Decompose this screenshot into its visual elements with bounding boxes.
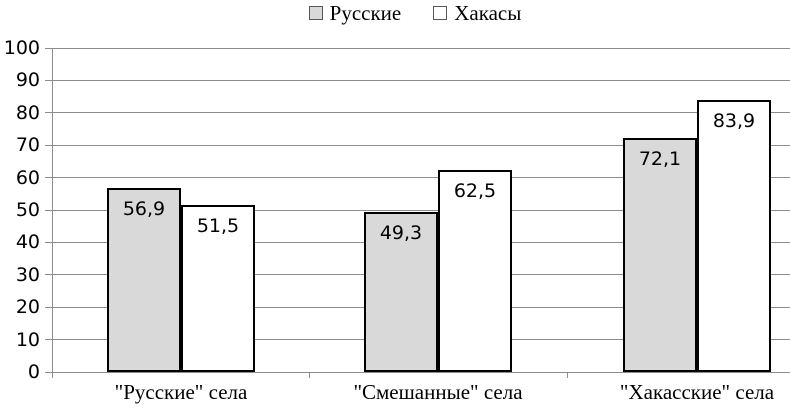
bar-value-label: 83,9	[712, 110, 756, 133]
y-axis-tick	[45, 144, 52, 146]
x-axis-category-label: "Русские" села	[114, 380, 248, 404]
y-axis-tick	[45, 177, 52, 179]
legend-label-khakasy: Хакасы	[454, 1, 522, 25]
y-axis-tick-label: 100	[3, 37, 40, 59]
x-axis-line	[45, 371, 790, 373]
y-axis-tick	[45, 241, 52, 243]
y-axis-tick-label: 80	[15, 101, 40, 124]
y-axis-tick	[45, 112, 52, 114]
legend-swatch-gray	[308, 6, 323, 20]
legend-item-khakasy: Хакасы	[433, 2, 521, 24]
bar-value-label: 51,5	[196, 215, 240, 238]
legend-item-russkie: Русские	[308, 1, 402, 25]
y-axis-tick-label: 60	[15, 166, 40, 189]
bar-value-label: 62,5	[453, 179, 497, 202]
y-axis-tick-label: 0	[27, 361, 40, 383]
x-axis-tick	[309, 372, 310, 378]
x-axis-category-label: "Смешанные" села	[353, 380, 523, 404]
y-axis-tick-label: 10	[15, 328, 40, 351]
x-axis-category-label: "Хакасские" села	[619, 380, 775, 404]
y-axis-tick-label: 30	[15, 263, 40, 286]
y-axis-tick	[45, 339, 52, 341]
bar-series1-cat0	[181, 205, 255, 372]
bar-value-label: 72,1	[638, 148, 682, 171]
y-axis-tick-label: 90	[15, 69, 40, 92]
legend-label-russkie: Русские	[329, 1, 402, 25]
gridline	[52, 209, 790, 211]
y-axis-tick-label: 50	[15, 199, 40, 221]
bar-series1-cat2	[697, 100, 771, 372]
y-axis-tick-label: 40	[15, 231, 40, 254]
y-axis-line	[51, 48, 53, 378]
y-axis-tick	[45, 274, 52, 276]
x-axis-tick	[567, 372, 568, 378]
y-axis-tick	[45, 209, 52, 211]
y-axis-tick	[45, 306, 52, 308]
gridline	[52, 112, 790, 114]
chart-legend: Русские Хакасы	[0, 2, 790, 24]
gridline	[52, 177, 790, 179]
y-axis-tick	[45, 79, 52, 81]
bar-value-label: 56,9	[122, 197, 166, 220]
gridline	[52, 47, 790, 49]
legend-swatch-white	[433, 6, 448, 20]
gridline	[52, 144, 790, 146]
gridline	[52, 79, 790, 81]
bar-value-label: 49,3	[379, 222, 423, 245]
y-axis-tick-label: 70	[15, 134, 40, 157]
bar-series0-cat1	[364, 212, 438, 372]
y-axis-tick	[45, 47, 52, 49]
bar-series0-cat0	[107, 187, 181, 372]
y-axis-tick-label: 20	[15, 296, 40, 319]
bar-series1-cat1	[438, 169, 512, 372]
bar-series0-cat2	[623, 138, 697, 372]
